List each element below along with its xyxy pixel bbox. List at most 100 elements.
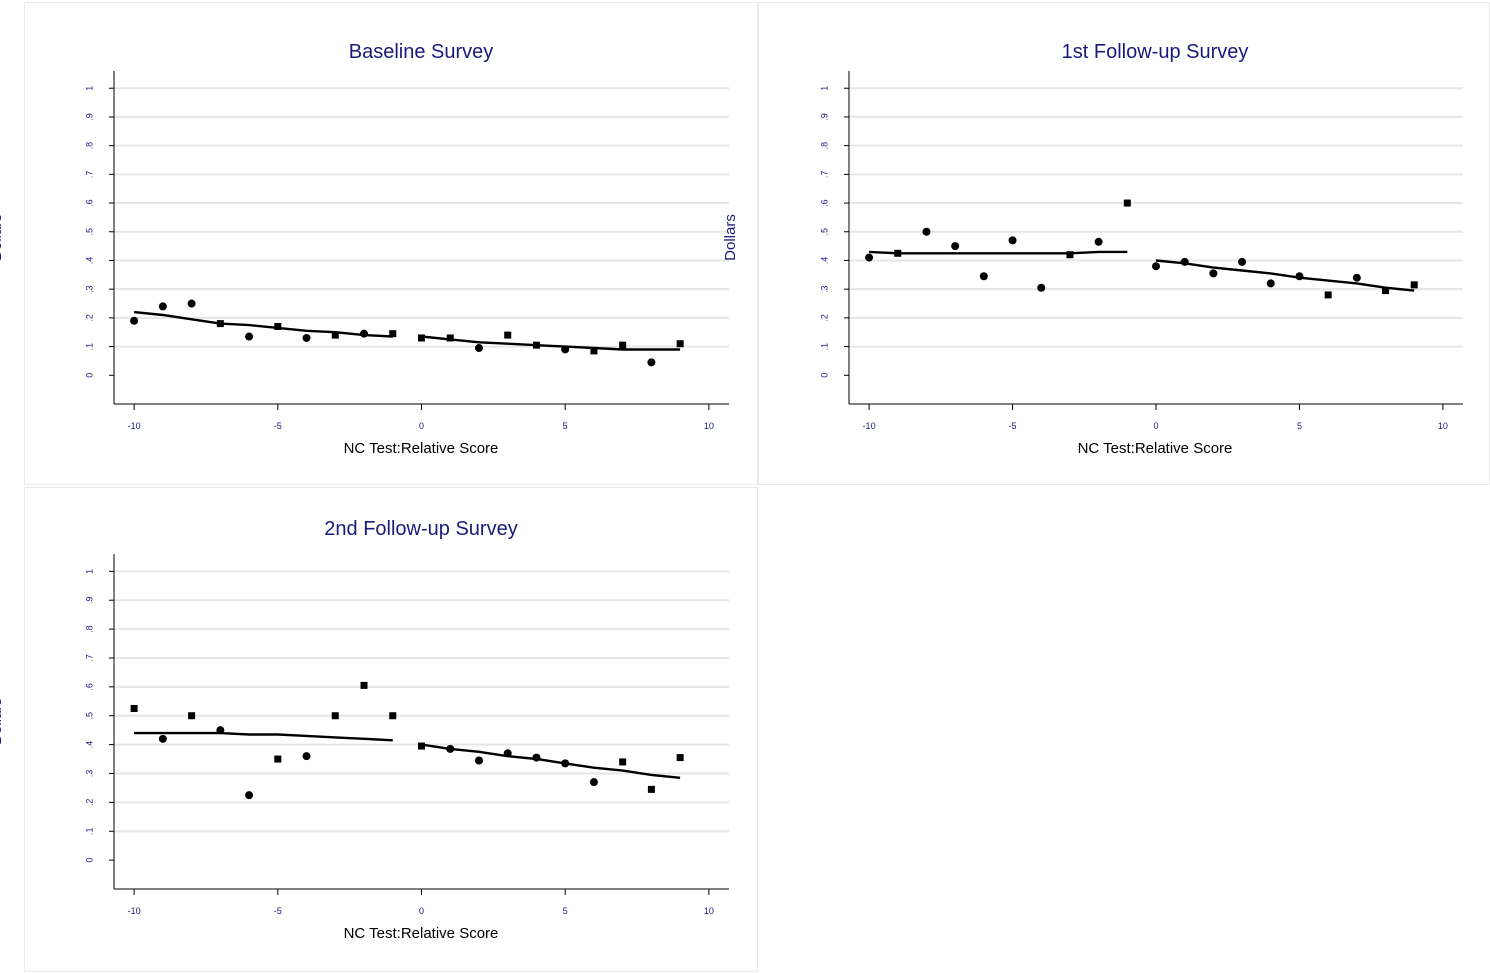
y-tick-label: .7 (84, 654, 94, 662)
data-point (532, 341, 540, 349)
y-tick-label: .8 (84, 142, 94, 150)
x-tick-label: -5 (274, 421, 282, 431)
y-tick-label: 0 (819, 373, 829, 378)
x-axis-label: NC Test:Relative Score (344, 440, 499, 457)
data-point (245, 332, 254, 341)
y-tick-label: .2 (819, 314, 829, 322)
y-tick-label: .2 (84, 314, 94, 322)
data-point (1238, 257, 1247, 266)
data-point (446, 334, 454, 342)
data-point (1352, 273, 1361, 282)
data-point (187, 299, 196, 308)
data-point (418, 334, 425, 342)
data-point (158, 302, 167, 311)
chart-title: 1st Follow-up Survey (1062, 41, 1249, 63)
y-tick-label: .5 (84, 228, 94, 236)
y-tick-label: .3 (84, 285, 94, 293)
y-axis-label: Dollars (0, 214, 5, 261)
y-tick-label: .8 (819, 142, 829, 150)
chart-title: Baseline Survey (349, 41, 494, 63)
y-tick-label: .4 (84, 257, 94, 265)
data-point (1209, 269, 1218, 278)
x-tick-label: 5 (563, 421, 568, 431)
y-tick-label: .7 (819, 171, 829, 179)
y-tick-label: .1 (84, 827, 94, 835)
x-tick-label: -5 (1009, 421, 1017, 431)
chart-title: 2nd Follow-up Survey (324, 518, 517, 540)
data-point (130, 316, 139, 325)
data-point (1037, 283, 1046, 292)
y-tick-label: .9 (819, 113, 829, 121)
y-tick-label: .6 (84, 683, 94, 691)
y-tick-label: .9 (84, 113, 94, 121)
data-point (647, 785, 655, 793)
data-point (532, 753, 541, 762)
data-point (647, 358, 656, 367)
data-point (302, 333, 311, 342)
data-point (474, 344, 483, 353)
data-point (158, 734, 167, 743)
y-tick-label: .6 (819, 199, 829, 207)
data-point (676, 340, 684, 348)
data-point (1123, 199, 1131, 207)
fit-line-segment (134, 731, 393, 742)
y-tick-label: .4 (84, 741, 94, 749)
data-point (188, 712, 196, 720)
data-point (503, 749, 512, 758)
x-tick-label: 0 (1153, 421, 1158, 431)
y-tick-label: 0 (84, 858, 94, 863)
fit-line-segment (421, 743, 681, 779)
y-tick-label: .1 (819, 343, 829, 351)
y-tick-label: .3 (84, 770, 94, 778)
data-point (865, 253, 874, 262)
x-tick-label: 10 (1438, 421, 1448, 431)
y-tick-label: 0 (84, 373, 94, 378)
data-point (389, 330, 397, 338)
data-point (389, 712, 397, 720)
data-point (1324, 291, 1332, 299)
data-point (446, 744, 455, 753)
x-tick-label: 10 (704, 421, 714, 431)
fit-line-segment (421, 335, 681, 351)
y-tick-label: .5 (84, 712, 94, 720)
x-tick-label: -10 (863, 421, 876, 431)
data-point (1295, 272, 1304, 281)
data-point (589, 778, 598, 787)
chart-svg-2nd-follow-up: 0 .1 .2 .3 .4 .5 .6 .7 .8 .9 1 -10 -5 0 5 10 2nd Follow-… (0, 518, 729, 942)
fit-line-segment (869, 250, 1128, 255)
data-point (951, 242, 960, 251)
data-point (1382, 287, 1390, 295)
data-point (474, 756, 483, 765)
data-point (360, 681, 368, 689)
x-tick-label: 0 (419, 421, 424, 431)
data-point (274, 755, 282, 763)
data-point (590, 347, 598, 355)
x-tick-label: -10 (128, 906, 141, 916)
data-point (894, 249, 902, 257)
data-point (504, 331, 512, 339)
data-point (418, 742, 425, 750)
data-point (676, 754, 684, 762)
chart-svg-baseline: 0 .1 .2 .3 .4 .5 .6 .7 .8 .9 1 -10 -5 0 5 10 Baseline Su… (0, 41, 729, 457)
data-point (1066, 251, 1074, 259)
data-point (619, 341, 627, 349)
chart-svg-1st-follow-up: 0 .1 .2 .3 .4 .5 .6 .7 .8 .9 1 -10 -5 0 5 10 1st Follow-… (722, 41, 1463, 457)
fit-line-segment (1155, 259, 1415, 292)
data-point (561, 345, 570, 354)
y-tick-label: .4 (819, 257, 829, 265)
chart-panel-2nd-follow-up: 0 .1 .2 .3 .4 .5 .6 .7 .8 .9 1 -10 -5 0 5 10 2nd Follow-… (0, 487, 758, 972)
x-tick-label: 5 (563, 906, 568, 916)
data-point (619, 758, 627, 766)
data-point (331, 712, 339, 720)
data-point (360, 329, 369, 338)
y-tick-label: .7 (84, 171, 94, 179)
chart-panel-baseline: 0 .1 .2 .3 .4 .5 .6 .7 .8 .9 1 -10 -5 0 5 10 Baseline Su… (0, 2, 758, 485)
y-tick-label: 1 (819, 86, 829, 91)
data-point (1008, 236, 1017, 245)
y-tick-label: 1 (84, 569, 94, 574)
y-axis-label: Dollars (0, 698, 5, 745)
x-axis-label: NC Test:Relative Score (1078, 440, 1233, 457)
y-tick-label: .3 (819, 285, 829, 293)
y-tick-label: .1 (84, 343, 94, 351)
data-point (331, 331, 339, 339)
